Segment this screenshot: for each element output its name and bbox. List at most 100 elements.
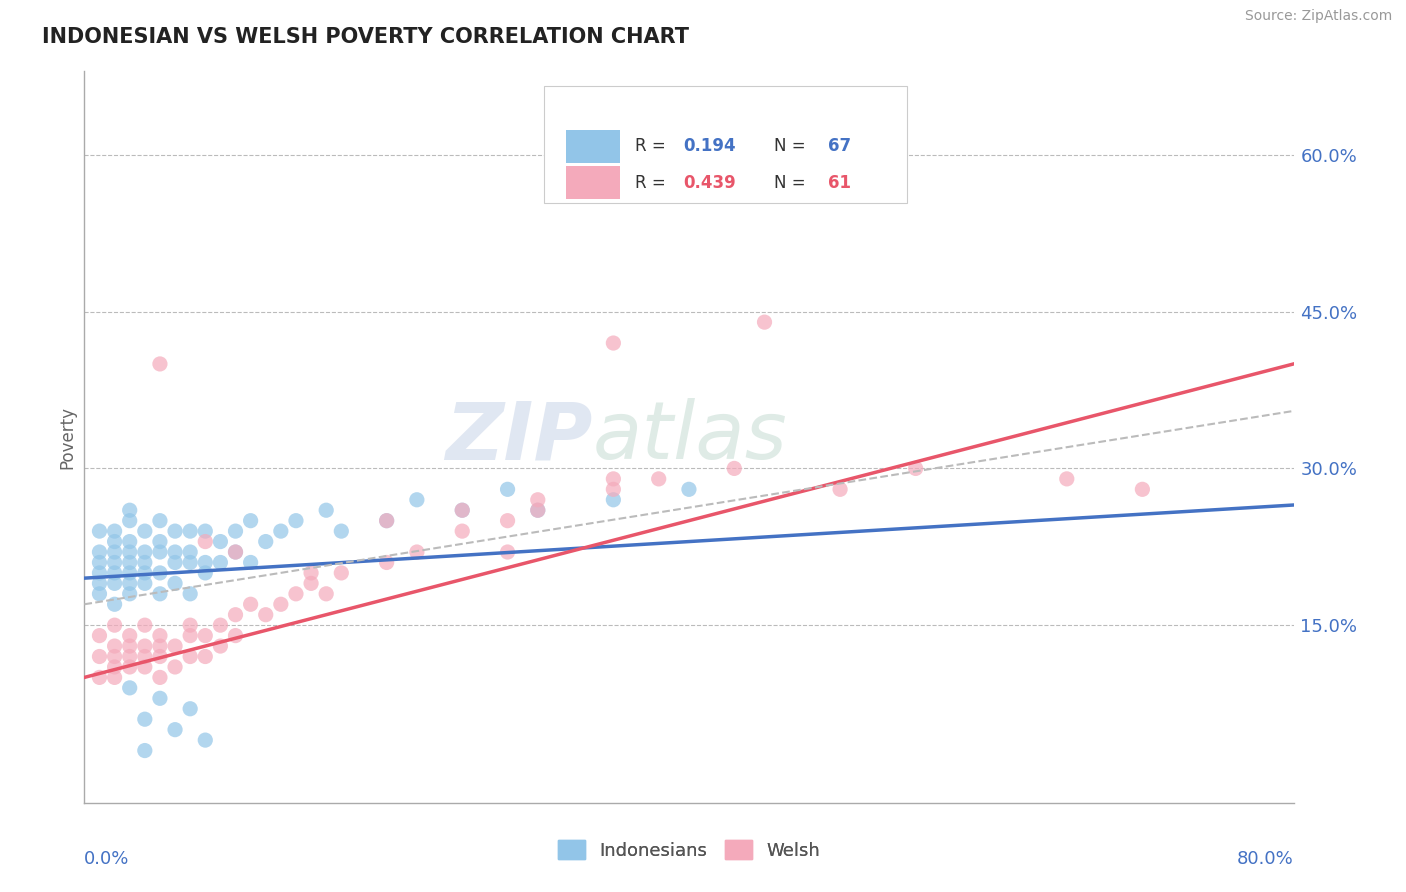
Point (225, 607, 247, 622)
Text: atlas: atlas (592, 398, 787, 476)
Point (179, 618, 201, 632)
Point (179, 556, 201, 570)
Point (165, 576, 187, 591)
Point (149, 629, 172, 643)
Point (496, 483, 519, 497)
Point (89, 566, 111, 580)
Point (225, 545, 247, 559)
Point (451, 524, 474, 538)
Point (904, 461, 927, 475)
Point (118, 534, 141, 549)
Point (194, 556, 217, 570)
Point (602, 472, 624, 486)
Point (134, 639, 156, 653)
Point (104, 660, 127, 674)
Point (118, 639, 141, 653)
Point (89, 576, 111, 591)
Point (527, 503, 550, 517)
Point (165, 545, 187, 559)
FancyBboxPatch shape (565, 130, 620, 162)
Point (194, 534, 217, 549)
Point (194, 566, 217, 580)
Point (179, 649, 201, 664)
Point (89, 524, 111, 538)
Point (254, 607, 277, 622)
Point (451, 503, 474, 517)
Y-axis label: Poverty: Poverty (58, 406, 76, 468)
Point (179, 524, 201, 538)
Point (406, 545, 429, 559)
Legend: Indonesians, Welsh: Indonesians, Welsh (550, 833, 828, 867)
Text: 0.439: 0.439 (683, 174, 735, 192)
Point (149, 514, 172, 528)
Point (118, 556, 141, 570)
Point (406, 492, 429, 507)
Text: R =: R = (634, 174, 671, 192)
Point (225, 524, 247, 538)
Point (299, 566, 322, 580)
Point (134, 712, 156, 726)
Point (104, 545, 127, 559)
Point (104, 576, 127, 591)
Point (149, 587, 172, 601)
Point (104, 597, 127, 611)
Point (149, 357, 172, 371)
Point (1056, 472, 1078, 486)
Point (375, 514, 398, 528)
Point (149, 649, 172, 664)
Point (104, 524, 127, 538)
Point (104, 534, 127, 549)
Point (104, 649, 127, 664)
Text: N =: N = (773, 137, 810, 155)
Point (602, 336, 624, 351)
Point (330, 524, 353, 538)
Point (179, 587, 201, 601)
Text: R =: R = (634, 137, 671, 155)
Point (165, 660, 187, 674)
Point (165, 524, 187, 538)
Point (527, 492, 550, 507)
Point (375, 514, 398, 528)
Point (209, 534, 232, 549)
Point (194, 524, 217, 538)
Point (830, 483, 852, 497)
Text: 67: 67 (828, 137, 851, 155)
Point (104, 566, 127, 580)
Point (315, 587, 337, 601)
Point (118, 587, 141, 601)
Point (89, 545, 111, 559)
Point (104, 556, 127, 570)
Text: N =: N = (773, 174, 810, 192)
Point (602, 492, 624, 507)
Point (723, 461, 745, 475)
Point (239, 597, 262, 611)
Point (118, 576, 141, 591)
Point (104, 670, 127, 684)
Point (375, 556, 398, 570)
Point (1130, 483, 1153, 497)
Point (754, 315, 776, 329)
Point (149, 691, 172, 706)
FancyBboxPatch shape (544, 86, 907, 203)
Point (134, 743, 156, 757)
Point (527, 503, 550, 517)
Point (118, 545, 141, 559)
Point (179, 629, 201, 643)
Point (149, 566, 172, 580)
Point (165, 723, 187, 737)
Point (451, 503, 474, 517)
Point (194, 733, 217, 747)
Point (134, 556, 156, 570)
Point (118, 514, 141, 528)
Point (648, 472, 671, 486)
FancyBboxPatch shape (565, 167, 620, 200)
Point (134, 566, 156, 580)
Point (149, 534, 172, 549)
Point (89, 670, 111, 684)
Text: INDONESIAN VS WELSH POVERTY CORRELATION CHART: INDONESIAN VS WELSH POVERTY CORRELATION … (42, 27, 689, 46)
Point (118, 629, 141, 643)
Point (149, 639, 172, 653)
Point (134, 524, 156, 538)
Point (104, 618, 127, 632)
Point (149, 670, 172, 684)
